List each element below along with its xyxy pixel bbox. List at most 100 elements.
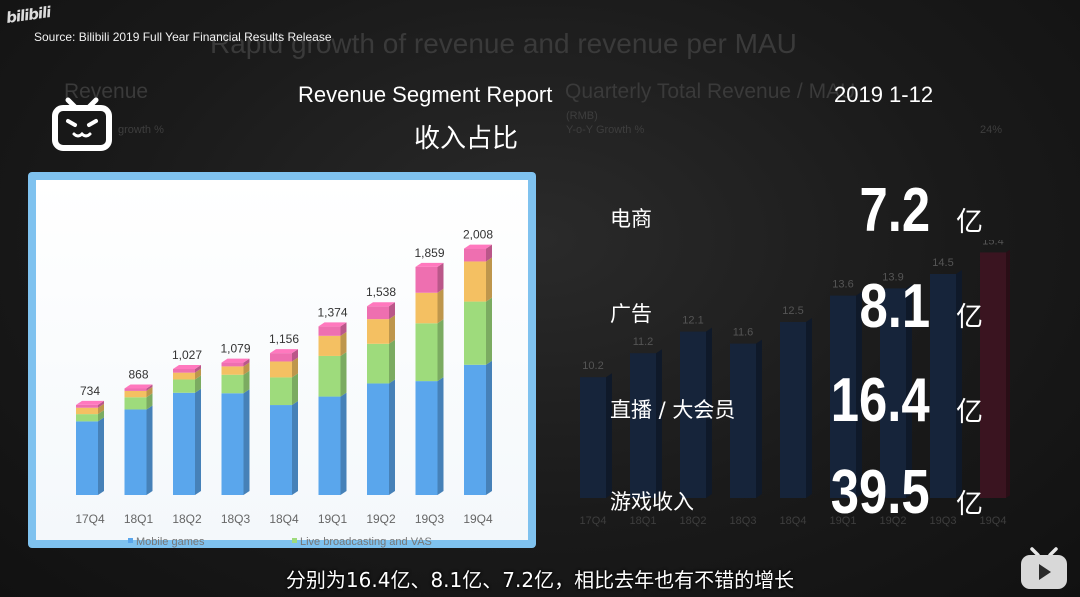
bar-top [367, 302, 395, 307]
bar-segment-side [389, 315, 395, 344]
x-tick-label: 18Q2 [172, 512, 202, 526]
bar-segment-side [437, 377, 444, 495]
segment-value-games: 39.5 [831, 458, 930, 527]
bar-total-label: 1,374 [317, 305, 347, 319]
mau-bar-value: 10.2 [582, 360, 603, 372]
bar-segment [464, 248, 486, 262]
bar-segment-side [486, 297, 492, 365]
legend-swatch [292, 538, 297, 543]
bar-segment-side [292, 349, 298, 362]
bar-segment-side [340, 322, 347, 336]
x-tick-label: 17Q4 [75, 512, 105, 526]
bar-total-label: 1,156 [269, 332, 299, 346]
bar-segment-side [486, 257, 492, 302]
bar-segment [415, 381, 438, 495]
mau-bar [830, 295, 856, 498]
bar-segment [367, 319, 389, 344]
mau-bar-value: 11.2 [633, 336, 654, 348]
mau-bar [980, 252, 1006, 498]
x-tick-label: 19Q3 [415, 512, 445, 526]
bar-segment [464, 364, 486, 495]
bar-segment [367, 383, 389, 495]
mau-bar-value: 15.4 [982, 240, 1003, 247]
mau-x-tick-label: 19Q1 [830, 515, 857, 527]
bar-segment [124, 397, 147, 410]
segment-label-ecommerce: 电商 [610, 207, 652, 231]
x-tick-label: 19Q2 [366, 512, 396, 526]
bar-total-label: 868 [128, 367, 148, 381]
quarterly-revenue-per-mau-chart: 10.2 17Q4 11.2 18Q1 12.1 18Q2 11.6 18Q3 12.5 18Q4… [580, 240, 1010, 527]
bar-segment-side [389, 302, 395, 320]
bar-segment [221, 374, 244, 394]
mau-bar [580, 377, 606, 498]
mau-bar [680, 331, 706, 498]
mau-x-tick-label: 19Q2 [880, 515, 907, 527]
video-subtitle: 分别为16.4亿、8.1亿、7.2亿，相比去年也有不错的增长 [285, 568, 795, 592]
bar-segment-side [195, 388, 201, 495]
segment-report-title: Revenue Segment Report [298, 82, 553, 107]
segment-value-ecommerce: 7.2 [859, 176, 930, 245]
mau-bar-side [606, 373, 612, 498]
legend-entry: Mobile games [136, 536, 205, 548]
mau-x-tick-label: 18Q2 [680, 515, 707, 527]
bar-top [221, 358, 250, 363]
bar-segment-side [437, 288, 444, 324]
bar-segment-side [486, 244, 492, 262]
bar-segment-side [195, 375, 201, 393]
mau-bar-side [1006, 249, 1010, 498]
bar-segment [318, 355, 341, 397]
bar-segment [270, 361, 292, 378]
bar-segment-side [98, 410, 104, 422]
x-tick-label: 18Q4 [269, 512, 299, 526]
background-mau-heading: Quarterly Total Revenue / MAU [565, 80, 856, 103]
bar-segment [464, 261, 486, 302]
bar-segment-side [340, 392, 347, 495]
mau-bar-side [656, 349, 662, 498]
bar-top [464, 244, 492, 249]
segment-label-games: 游戏收入 [610, 490, 694, 514]
bar-segment-side [389, 379, 395, 495]
x-tick-label: 19Q1 [318, 512, 348, 526]
bar-segment-side [486, 360, 492, 495]
mau-bar-value: 13.6 [832, 279, 853, 291]
segment-unit-games: 亿 [956, 489, 983, 520]
stacked-revenue-chart: 734 17Q4 868 18Q1 1,027 18Q2 1,079 18Q3 1,156 18Q… [75, 228, 493, 548]
bar-segment [415, 292, 438, 324]
bar-segment-side [243, 370, 250, 394]
bar-total-label: 1,027 [172, 348, 202, 362]
mau-bar-value: 14.5 [932, 257, 953, 269]
bar-segment [76, 421, 98, 495]
bar-segment [415, 266, 438, 293]
background-unit-label: (RMB) [566, 110, 598, 122]
segment-unit-ecommerce: 亿 [956, 207, 983, 238]
bar-total-label: 1,859 [414, 246, 444, 260]
bar-segment [173, 392, 195, 495]
date-range: 2019 1-12 [834, 82, 934, 107]
mau-bar [930, 274, 956, 498]
bar-segment-side [243, 389, 250, 495]
bar-segment [318, 335, 341, 356]
bar-segment-side [243, 362, 250, 375]
bar-segment [221, 366, 244, 375]
bar-segment [367, 306, 389, 320]
bar-top [270, 349, 298, 354]
bar-segment [173, 379, 195, 393]
mau-bar [730, 343, 756, 498]
bar-top [318, 322, 347, 327]
bar-segment-side [98, 417, 104, 495]
bar-total-label: 734 [80, 384, 100, 398]
bar-total-label: 2,008 [463, 228, 493, 242]
bar-segment-side [146, 386, 153, 398]
source-caption: Source: Bilibili 2019 Full Year Financia… [34, 30, 332, 44]
bar-segment-side [195, 368, 201, 380]
x-tick-label: 19Q4 [463, 512, 493, 526]
mau-x-tick-label: 19Q4 [980, 515, 1007, 527]
bar-segment-side [98, 400, 104, 408]
bar-segment [270, 405, 292, 495]
mau-bar-side [906, 284, 912, 498]
mau-bar-side [806, 318, 812, 498]
bilibili-play-icon[interactable] [1018, 546, 1070, 592]
bar-segment [76, 407, 98, 415]
bar-segment [124, 409, 147, 495]
revenue-chart-card: 734 17Q4 868 18Q1 1,027 18Q2 1,079 18Q3 1,156 18Q… [28, 172, 536, 548]
